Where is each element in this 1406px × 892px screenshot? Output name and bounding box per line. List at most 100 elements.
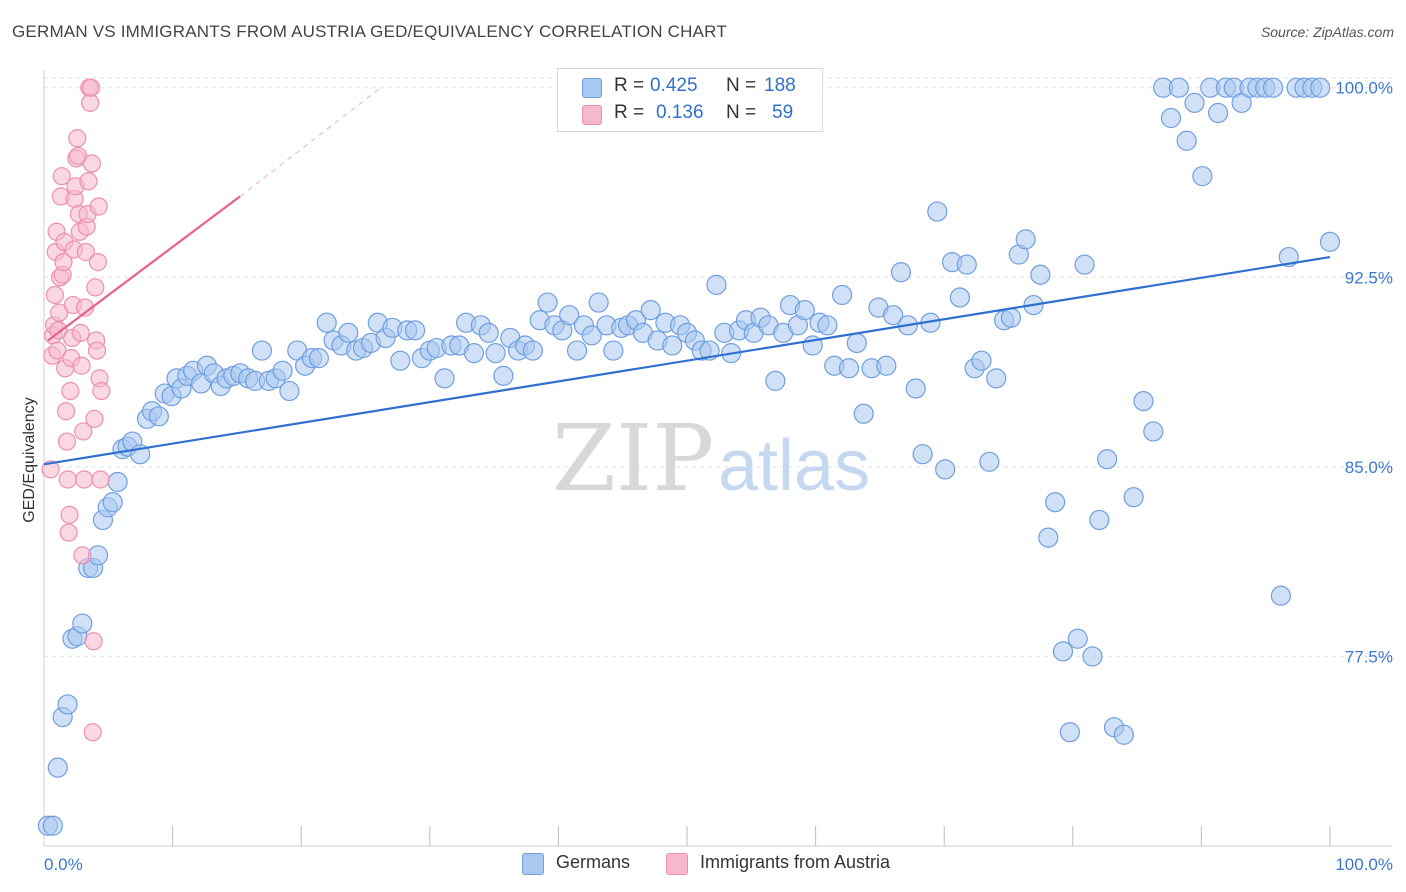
point-austria (85, 409, 104, 428)
point-germans (846, 332, 867, 354)
point-germans (1113, 724, 1134, 745)
point-germans (706, 274, 727, 295)
x-tick-label: 100.0% (1335, 855, 1393, 874)
y-tick-label: 77.5% (1345, 647, 1393, 666)
point-austria (84, 632, 103, 651)
point-germans (971, 350, 992, 371)
point-germans (817, 315, 838, 336)
point-germans (905, 378, 926, 399)
point-germans (1184, 92, 1205, 113)
point-germans (1168, 77, 1189, 98)
point-germans (662, 335, 683, 356)
point-germans (57, 694, 78, 715)
y-tick-label: 85.0% (1345, 458, 1393, 477)
point-germans (927, 201, 948, 222)
stats-legend: R = 0.425 N = 188 R = 0.136 N = 59 (557, 68, 823, 132)
watermark-atlas: atlas (718, 426, 870, 506)
point-austria (68, 129, 87, 148)
point-austria (50, 303, 69, 322)
legend-swatch-austria (582, 105, 602, 125)
legend-r-label: R = (614, 102, 645, 123)
point-germans (463, 343, 485, 364)
legend-swatch-germans (582, 78, 602, 98)
point-austria (59, 523, 78, 542)
y-tick-label: 92.5% (1345, 268, 1393, 287)
point-austria (91, 470, 110, 489)
point-austria (72, 356, 91, 375)
x-tick-label: 0.0% (44, 855, 83, 874)
series-points (37, 77, 1341, 836)
point-austria (56, 402, 76, 421)
point-germans (148, 406, 169, 427)
point-austria (52, 167, 71, 186)
point-austria (61, 381, 80, 401)
point-austria (68, 146, 88, 166)
point-austria (71, 323, 90, 342)
bottom-legend-swatch-austria (666, 853, 688, 875)
axes (43, 70, 1392, 847)
point-germans (832, 284, 853, 306)
point-germans (1052, 641, 1074, 662)
point-germans (1089, 509, 1110, 531)
point-austria (73, 546, 92, 565)
point-germans (1270, 585, 1292, 606)
point-austria (92, 381, 111, 401)
point-germans (338, 322, 359, 343)
point-germans (1074, 254, 1095, 275)
point-germans (1082, 646, 1103, 667)
point-germans (979, 451, 1000, 472)
point-austria (75, 470, 94, 489)
point-germans (390, 350, 411, 371)
point-germans (485, 343, 506, 364)
point-germans (883, 305, 904, 326)
point-austria (81, 78, 101, 97)
legend-n-value: 188 (764, 75, 796, 96)
point-germans (912, 444, 933, 465)
point-germans (956, 254, 977, 275)
point-germans (581, 325, 602, 346)
point-austria (83, 723, 102, 742)
point-austria (79, 172, 98, 191)
point-austria (54, 253, 73, 272)
point-germans (603, 340, 624, 361)
point-austria (76, 242, 95, 262)
point-austria (60, 505, 79, 524)
point-austria (48, 341, 67, 360)
point-germans (876, 355, 897, 376)
point-germans (935, 459, 956, 480)
bottom-legend-swatch-germans (522, 853, 544, 875)
point-germans (478, 322, 499, 343)
point-germans (640, 300, 661, 321)
point-germans (272, 360, 293, 381)
point-germans (47, 757, 68, 778)
point-germans (1192, 166, 1213, 187)
point-germans (42, 815, 63, 836)
legend-n-label: N = (726, 102, 757, 123)
chart-source: Source: ZipAtlas.com (1260, 24, 1394, 40)
point-germans (1097, 449, 1118, 470)
point-germans (279, 380, 300, 402)
point-austria (86, 278, 105, 297)
point-germans (1067, 628, 1088, 649)
trend-line-austria (47, 195, 241, 342)
point-germans (251, 340, 273, 361)
point-germans (1000, 307, 1022, 328)
point-austria (88, 253, 107, 272)
point-germans (1176, 130, 1197, 151)
point-germans (986, 368, 1007, 389)
point-austria (82, 154, 101, 173)
chart-title: GERMAN VS IMMIGRANTS FROM AUSTRIA GED/EQ… (12, 22, 727, 41)
point-germans (1038, 527, 1059, 548)
point-germans (316, 312, 337, 333)
point-germans (308, 348, 329, 369)
point-germans (559, 305, 580, 326)
point-austria (58, 470, 77, 489)
trend-line-austria-extension (239, 87, 382, 197)
trend-line-germans (43, 255, 1331, 466)
tick-labels: 100.0% 92.5% 85.0% 77.5% 0.0% 100.0% (44, 79, 1393, 874)
point-austria (87, 341, 107, 360)
bottom-legend-label-austria: Immigrants from Austria (700, 852, 891, 872)
point-germans (949, 287, 971, 308)
point-germans (1059, 722, 1080, 743)
